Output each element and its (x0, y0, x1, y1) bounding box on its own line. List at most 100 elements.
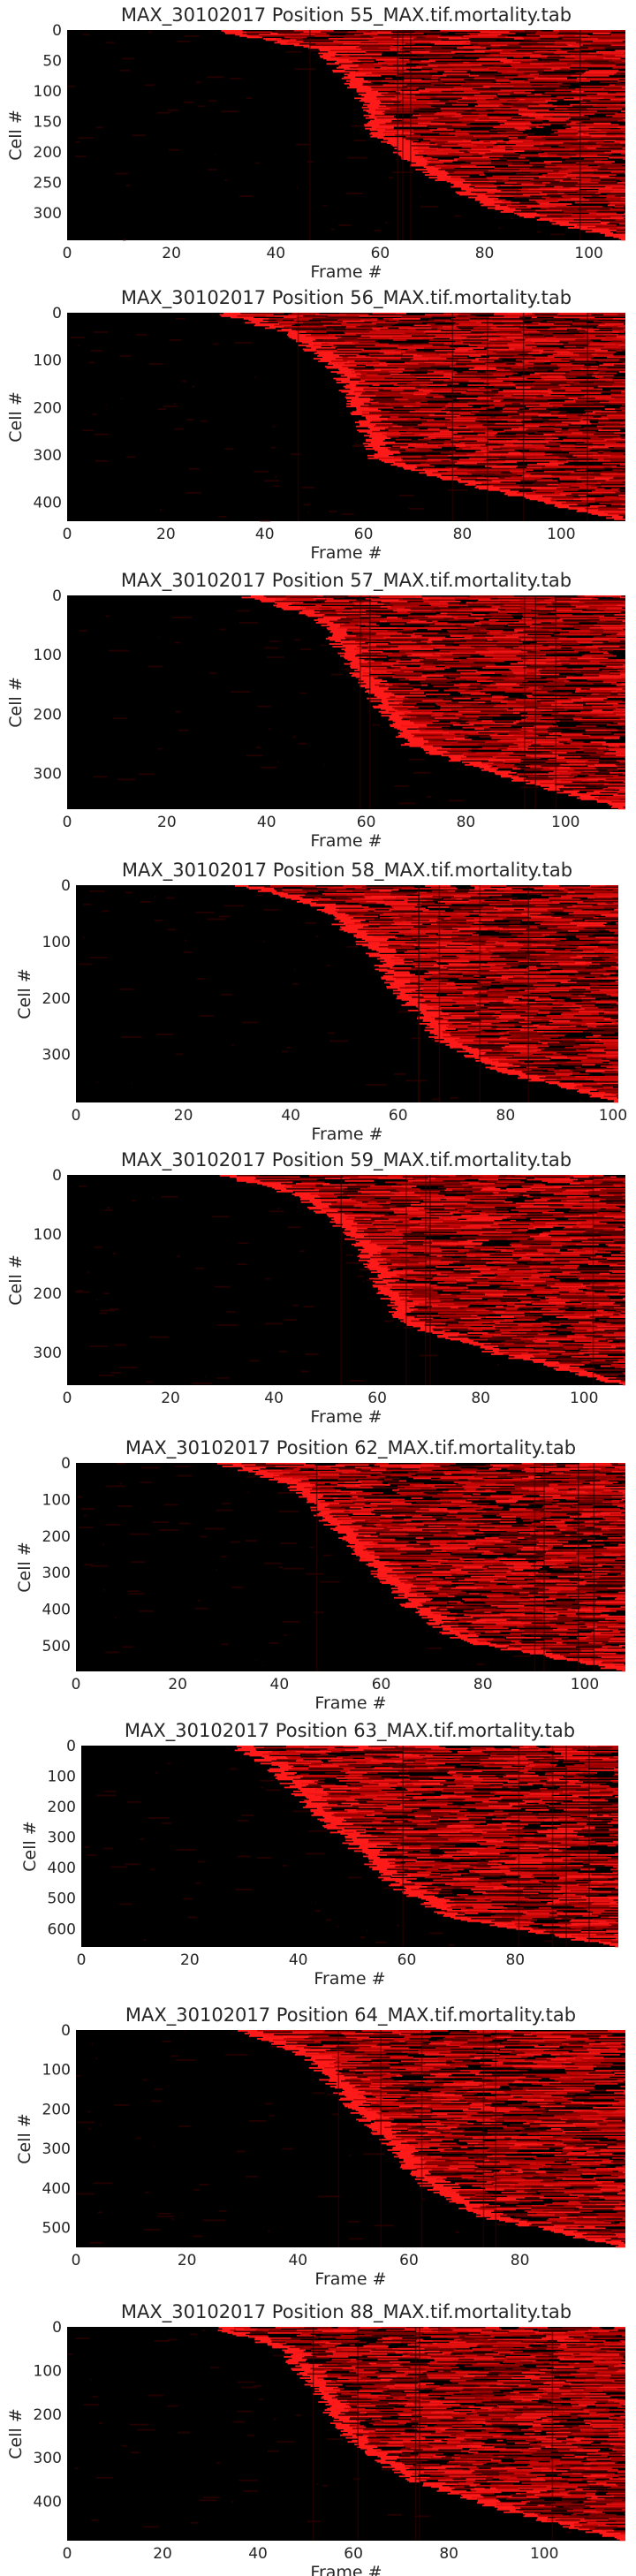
heatmap-cell (384, 377, 405, 380)
heatmap-cell (444, 644, 453, 647)
heatmap-cell (368, 323, 376, 325)
heatmap-cell (529, 167, 562, 170)
heatmap-cell (283, 599, 316, 602)
heatmap-cell (527, 678, 541, 681)
heatmap-cell (607, 481, 623, 483)
heatmap-cell (541, 656, 566, 658)
heatmap-cell (576, 80, 591, 82)
heatmap-cell (306, 614, 325, 616)
heatmap-cell (395, 313, 407, 314)
heatmap-cell (377, 42, 407, 44)
heatmap-cell (495, 206, 508, 208)
heatmap-cell (456, 326, 477, 328)
heatmap-cell (532, 52, 555, 55)
heatmap-cell (585, 507, 618, 510)
heatmap-cell (572, 223, 595, 225)
heatmap-cell (367, 80, 382, 82)
heatmap-cell (496, 36, 505, 39)
heatmap-cell (427, 420, 453, 422)
heatmap-cell (548, 910, 564, 913)
heatmap-cell (569, 122, 577, 125)
heatmap-cell (598, 421, 625, 424)
heatmap-cell (618, 223, 625, 225)
heatmap-cell (359, 420, 373, 422)
heatmap-cell (612, 330, 625, 332)
heatmap-cell (422, 416, 457, 419)
heatmap-cell (597, 427, 603, 429)
heatmap-cell (612, 379, 625, 381)
heatmap-cell (303, 31, 322, 34)
heatmap-cell (254, 162, 260, 164)
heatmap-cell (377, 451, 399, 453)
heatmap-cell (534, 617, 567, 618)
heatmap-cell (280, 42, 299, 45)
heatmap-cell (377, 335, 402, 337)
heatmap-cell (574, 57, 603, 60)
heatmap-cell (610, 633, 617, 636)
heatmap-cell (454, 114, 488, 117)
heatmap-cell (371, 126, 394, 129)
heatmap-cell (514, 348, 548, 351)
heatmap-cell (618, 612, 625, 615)
heatmap-cell (406, 383, 428, 385)
heatmap-cell (597, 375, 614, 377)
heatmap-cell (583, 427, 598, 429)
heatmap-cell (466, 670, 478, 671)
heatmap-cell (505, 142, 541, 145)
heatmap-cell (422, 390, 450, 393)
heatmap-cell (592, 598, 598, 600)
heatmap-cell (560, 474, 579, 477)
heatmap-cell (526, 493, 561, 496)
heatmap-cell (483, 332, 511, 335)
heatmap-cell (576, 92, 609, 95)
heatmap-cell (367, 334, 402, 336)
heatmap-cell (542, 421, 562, 424)
heatmap-cell (551, 68, 561, 71)
heatmap-cell (511, 475, 522, 478)
heatmap-cell (411, 119, 441, 122)
heatmap-cell (610, 465, 617, 467)
x-axis-label: Frame # (310, 543, 382, 563)
heatmap-cell (274, 324, 282, 327)
heatmap-cell (623, 425, 625, 428)
heatmap-cell (500, 490, 519, 493)
panel-title: MAX_30102017 Position 56_MAX.tif.mortali… (121, 287, 572, 309)
heatmap-cell (443, 343, 471, 345)
heatmap-cell (478, 488, 500, 490)
heatmap-cell (511, 65, 539, 68)
heatmap-cell (561, 663, 570, 665)
heatmap-cell (430, 161, 453, 163)
heatmap-cell (540, 422, 572, 425)
heatmap-cell (437, 143, 444, 146)
heatmap-cell (389, 430, 399, 433)
heatmap-cell (344, 374, 362, 375)
heatmap-cell (338, 355, 357, 357)
heatmap-cell (480, 445, 487, 448)
heatmap-cell (200, 420, 208, 422)
heatmap-cell (451, 469, 475, 472)
heatmap-cell (461, 97, 468, 100)
heatmap-cell (606, 663, 625, 665)
heatmap-cell (428, 413, 435, 416)
heatmap-cell (580, 174, 594, 176)
heatmap-cell (361, 48, 390, 50)
heatmap-cell (504, 148, 540, 150)
heatmap-cell (512, 163, 536, 165)
heatmap-cell (531, 488, 557, 490)
heatmap-cell (595, 225, 625, 228)
heatmap-cell (569, 486, 579, 489)
heatmap-cell (291, 453, 301, 456)
heatmap-cell (610, 340, 623, 343)
heatmap-cell (402, 100, 410, 102)
heatmap-cell (365, 390, 374, 393)
heatmap-cell (479, 654, 494, 655)
heatmap-cell (624, 449, 625, 451)
heatmap-cell (616, 438, 625, 441)
heatmap-cell (607, 414, 625, 417)
heatmap-cell (472, 154, 504, 156)
heatmap-cell (492, 175, 501, 178)
heatmap-cell (415, 162, 428, 164)
heatmap-cell (451, 744, 479, 746)
heatmap-cell (254, 470, 269, 473)
heatmap-cell (575, 55, 597, 57)
